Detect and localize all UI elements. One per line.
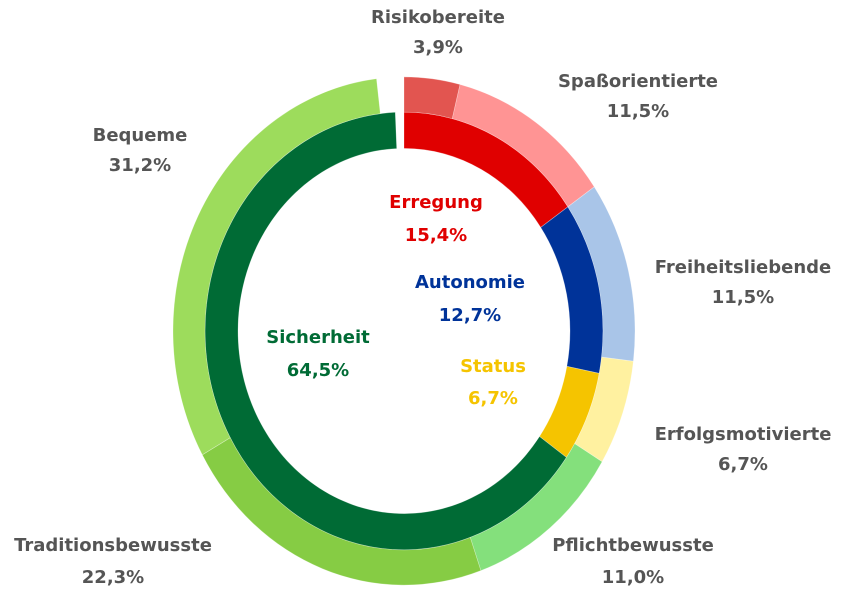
- segment: [574, 356, 634, 463]
- category-label: Pflichtbewusste: [552, 535, 714, 556]
- segment: [539, 365, 600, 458]
- segment: [172, 78, 381, 456]
- value-label: 3,9%: [413, 37, 463, 58]
- value-label: 6,7%: [468, 388, 518, 409]
- value-label: 6,7%: [718, 454, 768, 475]
- category-label: Erregung: [389, 192, 483, 213]
- category-label: Bequeme: [93, 125, 188, 146]
- segment: [451, 84, 595, 208]
- segment: [201, 437, 482, 586]
- value-label: 11,5%: [607, 101, 669, 122]
- segment: [567, 186, 636, 362]
- segment: [540, 206, 604, 374]
- category-label: Traditionsbewusste: [14, 535, 212, 556]
- category-label: Spaßorientierte: [558, 71, 718, 92]
- category-label: Erfolgsmotivierte: [655, 424, 832, 445]
- category-label: Status: [460, 356, 526, 377]
- value-label: 64,5%: [287, 360, 349, 381]
- value-label: 11,0%: [602, 567, 664, 588]
- segment: [403, 111, 569, 228]
- donut: [172, 76, 636, 586]
- value-label: 11,5%: [712, 287, 774, 308]
- value-label: 15,4%: [405, 225, 467, 246]
- value-label: 22,3%: [82, 567, 144, 588]
- segment: [403, 76, 461, 120]
- category-label: Sicherheit: [266, 327, 370, 348]
- segment: [204, 111, 567, 551]
- category-label: Autonomie: [415, 272, 525, 293]
- category-label: Risikobereite: [371, 7, 505, 28]
- value-label: 31,2%: [109, 155, 171, 176]
- category-label: Freiheitsliebende: [655, 257, 831, 278]
- value-label: 12,7%: [439, 305, 501, 326]
